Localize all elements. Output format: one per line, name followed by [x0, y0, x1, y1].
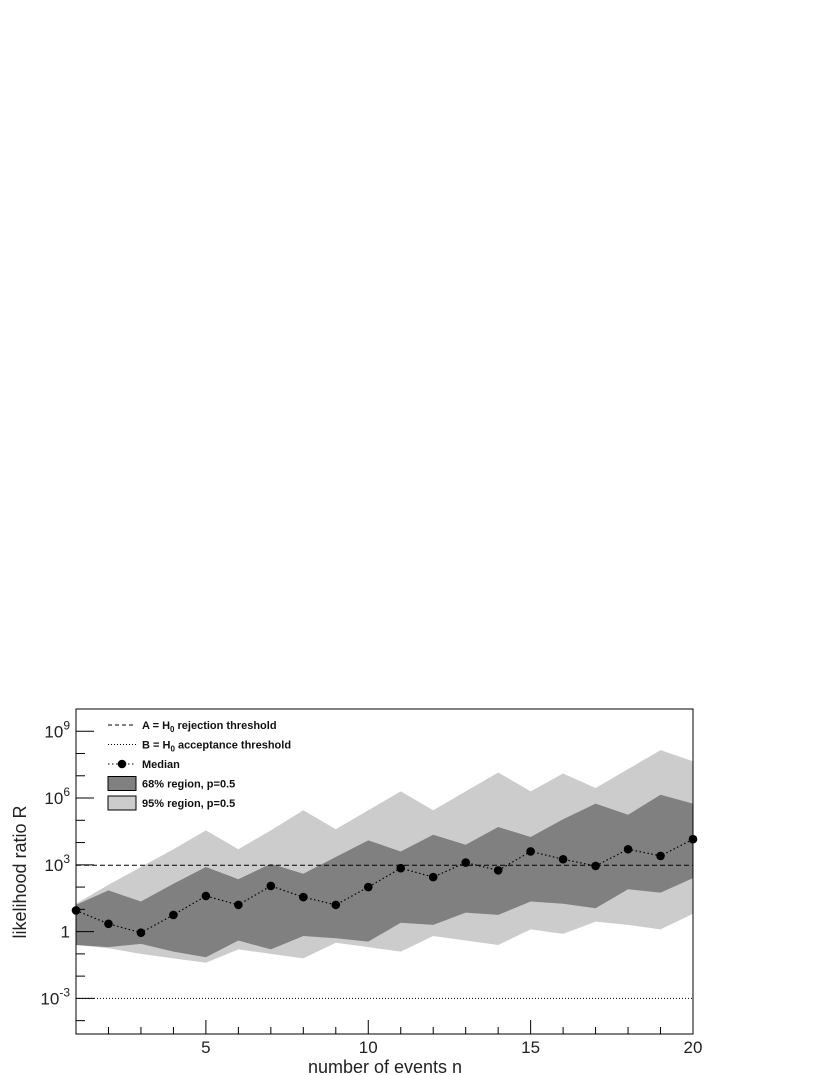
y-tick-label: 103: [44, 852, 70, 875]
x-tick-label: 5: [201, 1038, 210, 1057]
band-68: [76, 794, 693, 958]
median-point: [493, 866, 503, 875]
median-point: [591, 861, 600, 871]
median-line: [75, 838, 694, 934]
median-point: [363, 882, 373, 892]
median-point: [234, 900, 243, 910]
legend-label: 68% region, p=0.5: [142, 779, 235, 791]
legend: A = H0 rejection threshold B = H0 accepta…: [107, 720, 291, 811]
median-point: [656, 851, 665, 861]
thresholds-layer: [76, 864, 693, 999]
bands-layer: [76, 750, 693, 963]
median-point: [201, 891, 211, 901]
median-point: [428, 872, 438, 882]
median-point: [461, 858, 470, 867]
legend-label: B = H0 acceptance threshold: [142, 740, 291, 754]
y-axis-label: likelihood ratio R: [10, 805, 30, 938]
median-point: [104, 919, 113, 929]
median-point: [169, 910, 178, 920]
median-layer: [71, 834, 698, 938]
x-tick-label: 15: [521, 1038, 540, 1057]
legend-label: 95% region, p=0.5: [142, 798, 235, 810]
median-point: [299, 892, 308, 902]
legend-label: Median: [142, 759, 180, 771]
plot-border: [75, 708, 694, 1035]
y-tick-label: 109: [44, 718, 70, 741]
x-axis-label: number of events n: [308, 1057, 462, 1075]
legend-label: A = H0 rejection threshold: [142, 720, 277, 734]
x-tick-label: 10: [359, 1038, 378, 1057]
median-point: [266, 881, 276, 891]
axes-layer: 5 10 15 20 10-3 1 103 106 109: [40, 708, 703, 1057]
median-point: [526, 847, 535, 856]
median-point: [396, 863, 406, 873]
x-tick-label: 20: [684, 1038, 703, 1057]
median-point: [136, 928, 146, 938]
median-point: [331, 900, 341, 910]
median-point: [558, 854, 568, 864]
y-tick-label: 106: [44, 785, 70, 808]
y-tick-label: 1: [61, 923, 70, 942]
legend-swatch-95: [107, 795, 137, 811]
legend-swatch-median-marker: [117, 759, 127, 769]
y-tick-label: 10-3: [40, 985, 70, 1008]
legend-swatch-68: [107, 776, 137, 791]
median-point: [623, 844, 633, 854]
